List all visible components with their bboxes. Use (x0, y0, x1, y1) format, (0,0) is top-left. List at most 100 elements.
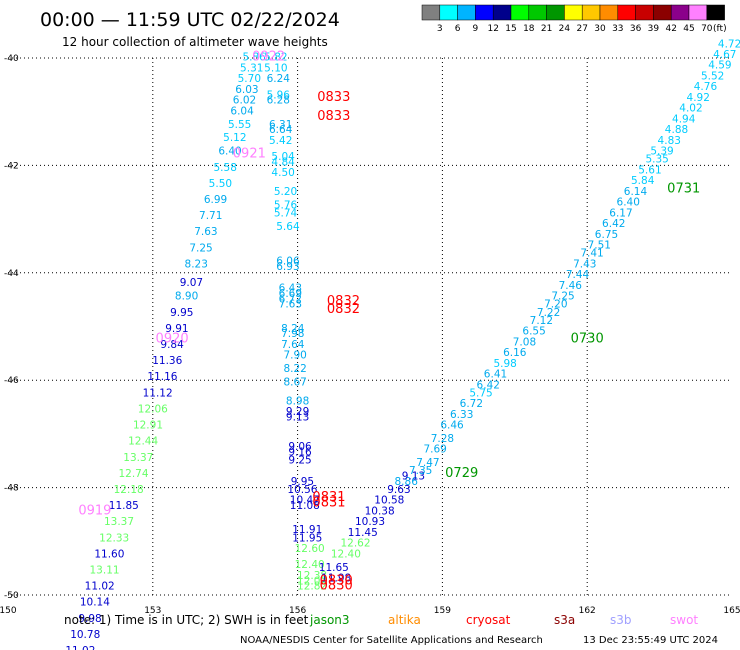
swh-point: 6.02 (233, 95, 256, 107)
swh-point: 5.96 (267, 89, 291, 101)
swh-point: 6.24 (267, 73, 291, 85)
swh-point: 6.31 (269, 119, 292, 131)
y-tick-label: -48 (4, 484, 19, 494)
swh-point: 4.67 (713, 49, 736, 61)
colorbar-legend: 3 6 9 12 15 18 21 24 27 30 33 36 39 42 45 70 (ft) (421, 4, 727, 34)
swh-point: 6.14 (624, 186, 648, 198)
pass-time-label: 0831 (312, 495, 345, 510)
swh-point: 4.92 (687, 92, 710, 104)
swh-point: 4.84 (271, 156, 295, 168)
swh-point: 11.02 (65, 645, 95, 650)
swh-point: 7.12 (530, 315, 553, 327)
swh-point: 6.16 (503, 347, 527, 359)
colorbar-label: 12 (487, 24, 498, 34)
x-tick-label: 159 (434, 606, 451, 616)
swh-point: 9.91 (165, 323, 188, 335)
swh-point: 9.25 (288, 454, 311, 466)
swh-point: 6.17 (609, 207, 632, 219)
swh-point: 12.40 (331, 548, 361, 560)
swh-point: 6.43 (279, 283, 302, 295)
pass-time-label: 0922 (252, 50, 285, 65)
swh-point: 11.36 (152, 355, 182, 367)
y-tick-label: -46 (4, 376, 19, 386)
swh-point: 13.11 (90, 565, 120, 577)
swh-point: 7.28 (431, 433, 454, 445)
wave-height-points: 5.865.315.706.036.026.04 5.555.12 6.40 5.58… (65, 38, 740, 650)
colorbar-label: 18 (523, 24, 535, 34)
swh-point: 5.52 (701, 70, 724, 82)
y-tick-label: -50 (4, 591, 19, 601)
swh-point: 6.40 (617, 197, 640, 209)
swh-point: 11.08 (290, 500, 320, 512)
swh-point: 5.39 (650, 146, 673, 158)
swh-point: 11.85 (109, 500, 139, 512)
pass-time-label: 0833 (317, 90, 350, 105)
swh-point: 4.72 (718, 38, 740, 50)
colorbar-label: 9 (473, 24, 479, 34)
colorbar-swatch (546, 4, 565, 21)
mission-legend-item: jason3 (309, 613, 350, 627)
x-tick-label: 165 (723, 606, 740, 616)
swh-point: 7.71 (199, 210, 222, 222)
swh-point: 4.94 (672, 113, 696, 125)
swh-point: 7.98 (281, 328, 304, 340)
swh-point: 12.38 (297, 570, 327, 582)
swh-point: 7.51 (588, 240, 611, 252)
pass-time-label: 0921 (233, 146, 266, 161)
swh-point: 6.04 (230, 105, 254, 117)
swh-point: 9.84 (160, 339, 184, 351)
swh-point: 6.55 (522, 326, 545, 338)
swh-point: 12.60 (295, 543, 325, 555)
swh-point: 12.74 (118, 468, 148, 480)
swh-point: 7.08 (513, 336, 536, 348)
swh-point: 9.16 (288, 446, 312, 458)
colorbar-swatch (581, 4, 601, 21)
swh-point: 8.86 (395, 476, 419, 488)
swh-point: 12.40 (295, 559, 325, 571)
swh-point: 6.33 (450, 409, 473, 421)
swh-point: 5.20 (274, 186, 297, 198)
swh-point: 10.93 (355, 516, 385, 528)
colorbar-swatch (475, 4, 494, 21)
swh-point: 8.23 (185, 258, 208, 270)
swh-point: 8.98 (286, 395, 309, 407)
swh-point: 8.22 (283, 363, 306, 375)
swh-point: 5.75 (469, 387, 492, 399)
swh-point: 7.64 (281, 339, 305, 351)
swh-point: 5.64 (276, 221, 300, 233)
swh-point: 9.13 (286, 411, 309, 423)
swh-point: 6.42 (477, 379, 500, 391)
swh-point: 9.63 (387, 484, 410, 496)
mission-legend-item: s3b (610, 613, 632, 627)
swh-point: 8.67 (283, 377, 306, 389)
chart-subtitle: 12 hour collection of altimeter wave hei… (62, 35, 328, 49)
pass-time-label: 0731 (667, 181, 700, 196)
pass-time-label: 0832 (327, 294, 360, 309)
pass-time-label: 0730 (571, 332, 604, 347)
mission-legend: jason3 altika cryosat s3a s3b swot (309, 613, 698, 627)
x-tick-label: 153 (144, 606, 161, 616)
pass-time-label: 0832 (327, 302, 360, 317)
colorbar-swatch (439, 4, 458, 21)
swh-point: 7.22 (537, 307, 560, 319)
pass-time-label: 0830 (320, 579, 353, 594)
swh-point: 4.59 (708, 60, 731, 72)
swh-point: 6.64 (269, 124, 293, 136)
colorbar-label: 15 (505, 24, 516, 34)
colorbar-swatch (617, 4, 636, 21)
colorbar-swatch (706, 4, 725, 21)
colorbar-label: 21 (541, 24, 552, 34)
swh-point: 6.03 (235, 84, 258, 96)
swh-point: 11.95 (292, 532, 322, 544)
colorbar-label: 3 (437, 24, 443, 34)
swh-point: 12.33 (99, 532, 129, 544)
pass-time-label: 0919 (78, 503, 111, 518)
swh-point: 6.75 (595, 229, 618, 241)
swh-point: 4.02 (679, 103, 702, 115)
colorbar-label: 45 (683, 24, 694, 34)
swh-point: 12.02 (297, 575, 327, 587)
footer-timestamp: 13 Dec 23:55:49 UTC 2024 (583, 635, 718, 646)
swh-point: 5.35 (645, 154, 668, 166)
swh-point: 6.93 (276, 261, 299, 273)
